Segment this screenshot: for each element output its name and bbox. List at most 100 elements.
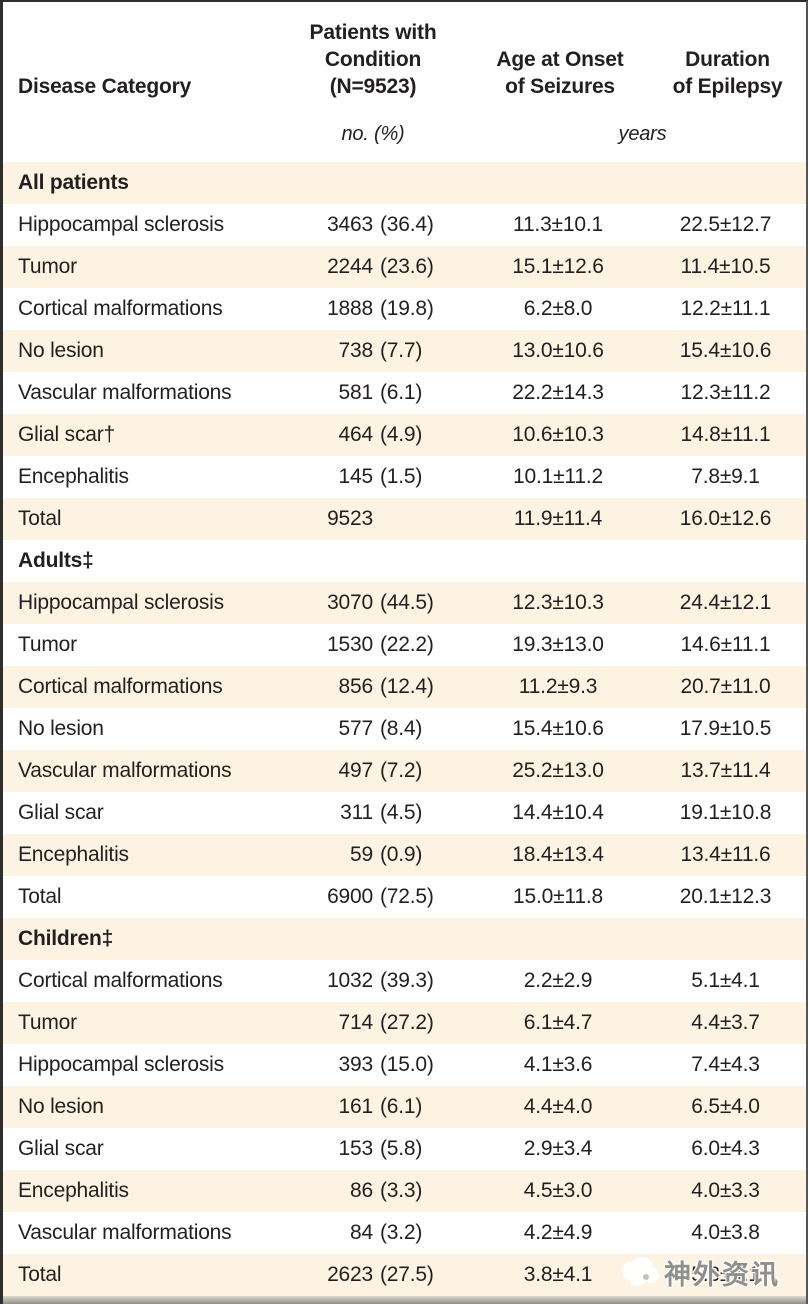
patients-count-cell: 1530 (22.2)	[287, 633, 459, 657]
patients-percent: (39.3)	[380, 969, 434, 992]
table-row: Hippocampal sclerosis 3070 (44.5) 12.3±10.3…	[3, 582, 806, 624]
patients-percent: (6.1)	[380, 381, 423, 404]
patients-count-cell: 1888 (19.8)	[287, 297, 459, 321]
patients-count-cell: 738 (7.7)	[287, 339, 459, 363]
duration-cell: 12.3±11.2	[680, 381, 771, 404]
disease-category-cell: Encephalitis	[18, 843, 129, 866]
age-at-onset-cell: 19.3±13.0	[512, 633, 604, 656]
table-row: Vascular malformations 84 (3.2) 4.2±4.9 4.0±…	[3, 1212, 806, 1254]
patients-percent: (44.5)	[380, 591, 434, 614]
duration-cell: 14.8±11.1	[680, 423, 771, 446]
patients-percent: (27.5)	[380, 1263, 434, 1286]
age-at-onset-cell: 6.1±4.7	[523, 1011, 593, 1034]
patients-count-cell: 84 (3.2)	[287, 1221, 459, 1245]
patients-number: 464	[338, 423, 374, 446]
table-row: Total 2623 (27.5) 3.8±4.1 5.3±4.1	[3, 1254, 806, 1296]
col-header-duration: Duration of Epilepsy	[672, 48, 783, 98]
table-row: Vascular malformations 581 (6.1) 22.2±14.3 1…	[3, 372, 806, 414]
patients-count-cell: 3070 (44.5)	[287, 591, 459, 615]
patients-count-cell: 2244 (23.6)	[287, 255, 459, 279]
patients-count-cell: 153 (5.8)	[287, 1137, 459, 1161]
disease-category-cell: Glial scar†	[18, 423, 115, 446]
table-row: Vascular malformations 497 (7.2) 25.2±13.0 1…	[3, 750, 806, 792]
age-at-onset-cell: 4.4±4.0	[523, 1095, 593, 1118]
age-at-onset-cell: 11.3±10.1	[513, 213, 603, 236]
patients-percent: (8.4)	[380, 717, 423, 740]
patients-count-cell: 581 (6.1)	[287, 381, 459, 405]
patients-count-cell: 6900 (72.5)	[287, 885, 459, 909]
disease-category-cell: Children‡	[18, 927, 114, 950]
patients-percent: (72.5)	[380, 885, 434, 908]
duration-cell: 4.0±3.8	[691, 1221, 760, 1244]
duration-cell: 24.4±12.1	[679, 591, 772, 614]
age-at-onset-cell: 11.9±11.4	[513, 507, 603, 530]
disease-category-cell: Encephalitis	[18, 465, 129, 488]
disease-category-cell: All patients	[18, 171, 129, 194]
duration-cell: 16.0±12.6	[679, 507, 772, 530]
patients-count-cell: 161 (6.1)	[287, 1095, 459, 1119]
patients-percent: (36.4)	[380, 213, 434, 236]
age-at-onset-cell: 2.2±2.9	[523, 969, 593, 992]
disease-category-cell: Vascular malformations	[18, 1221, 232, 1244]
patients-number: 86	[350, 1179, 373, 1202]
patients-count-cell: 311 (4.5)	[287, 801, 459, 825]
header-row-units: no. (%) years	[3, 110, 806, 158]
duration-cell: 20.7±11.0	[680, 675, 771, 698]
disease-category-cell: Hippocampal sclerosis	[18, 1053, 224, 1076]
table-row: Tumor 1530 (22.2) 19.3±13.0 14.6±11.1	[3, 624, 806, 666]
age-at-onset-cell: 4.1±3.6	[523, 1053, 593, 1076]
patients-number: 581	[338, 381, 374, 404]
disease-category-cell: Tumor	[18, 1011, 77, 1034]
age-at-onset-cell: 25.2±13.0	[512, 759, 604, 782]
patients-count-cell: 9523	[287, 507, 459, 531]
table-row: Cortical malformations 1032 (39.3) 2.2±2.9 5…	[3, 960, 806, 1002]
age-at-onset-cell: 15.4±10.6	[512, 717, 604, 740]
disease-category-cell: Hippocampal sclerosis	[18, 591, 224, 614]
patients-percent: (4.5)	[380, 801, 423, 824]
disease-category-cell: Glial scar	[18, 1137, 104, 1160]
patients-count-cell: 86 (3.3)	[287, 1179, 459, 1203]
table-row: Cortical malformations 1888 (19.8) 6.2±8.0 1…	[3, 288, 806, 330]
table-row: Tumor 714 (27.2) 6.1±4.7 4.4±3.7	[3, 1002, 806, 1044]
disease-category-cell: No lesion	[18, 717, 104, 740]
duration-cell: 13.4±11.6	[680, 843, 771, 866]
table-row: Total 6900 (72.5) 15.0±11.8 20.1±12.3	[3, 876, 806, 918]
disease-category-cell: Adults‡	[18, 549, 94, 572]
age-at-onset-cell: 10.6±10.3	[512, 423, 604, 446]
patients-number: 2244	[327, 255, 373, 278]
table-row: Hippocampal sclerosis 3463 (36.4) 11.3±10.1…	[3, 204, 806, 246]
patients-count-cell: 3463 (36.4)	[287, 213, 459, 237]
patients-number: 856	[338, 675, 374, 698]
patients-count-cell: 497 (7.2)	[287, 759, 459, 783]
patients-percent: (15.0)	[380, 1053, 434, 1076]
age-at-onset-cell: 18.4±13.4	[512, 843, 604, 866]
table-row: Total 9523 11.9±11.4 16.0±12.6	[3, 498, 806, 540]
disease-category-cell: Cortical malformations	[18, 675, 223, 698]
duration-cell: 12.2±11.1	[680, 297, 771, 320]
table-row: Encephalitis 59 (0.9) 18.4±13.4 13.4±11.6	[3, 834, 806, 876]
age-at-onset-cell: 13.0±10.6	[512, 339, 604, 362]
patients-number: 3463	[327, 213, 373, 236]
duration-cell: 17.9±10.5	[679, 717, 772, 740]
patients-number: 145	[338, 465, 374, 488]
table-row: Glial scar 311 (4.5) 14.4±10.4 19.1±10.8	[3, 792, 806, 834]
age-at-onset-cell: 4.5±3.0	[523, 1179, 593, 1202]
age-at-onset-cell: 22.2±14.3	[512, 381, 604, 404]
disease-category-cell: Encephalitis	[18, 1179, 129, 1202]
duration-cell: 22.5±12.7	[679, 213, 772, 236]
patients-number: 714	[338, 1011, 374, 1034]
patients-count-cell: 393 (15.0)	[287, 1053, 459, 1077]
age-at-onset-cell: 3.8±4.1	[523, 1263, 593, 1286]
age-at-onset-cell: 15.1±12.6	[512, 255, 604, 278]
section-row: All patients	[3, 162, 806, 204]
col-header-age-at-onset: Age at Onset of Seizures	[496, 48, 624, 98]
patients-percent: (0.9)	[380, 843, 423, 866]
duration-cell: 11.4±10.5	[680, 255, 771, 278]
patients-count-cell: 145 (1.5)	[287, 465, 459, 489]
table-row: Hippocampal sclerosis 393 (15.0) 4.1±3.6 7.4…	[3, 1044, 806, 1086]
patients-number: 161	[338, 1095, 374, 1118]
patients-count-cell: 1032 (39.3)	[287, 969, 459, 993]
patients-percent: (7.7)	[380, 339, 423, 362]
duration-cell: 15.4±10.6	[679, 339, 772, 362]
duration-cell: 5.3±4.1	[691, 1263, 760, 1286]
